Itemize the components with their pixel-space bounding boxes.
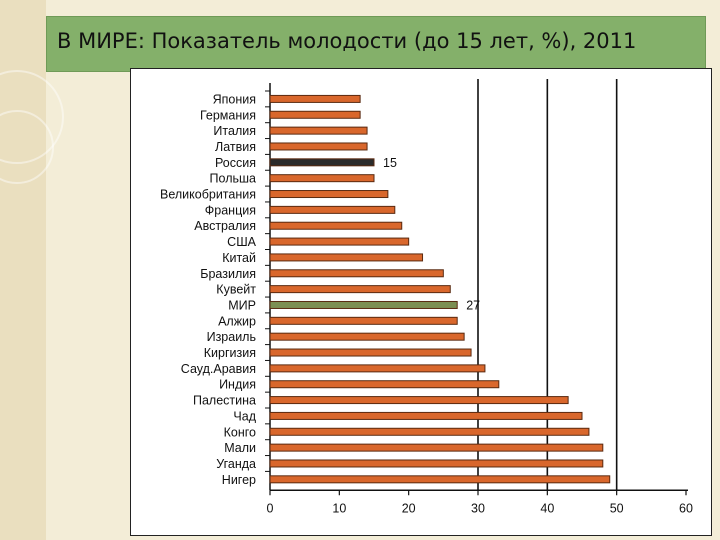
bar-10 <box>269 253 424 262</box>
category-label: Китай <box>222 251 256 265</box>
bar-18 <box>269 380 500 389</box>
bar-11 <box>269 269 444 278</box>
bar-17 <box>269 364 486 373</box>
title-banner: В МИРЕ: Показатель молодости (до 15 лет,… <box>46 16 706 72</box>
category-label: Палестина <box>193 394 256 408</box>
bar-2 <box>269 126 368 135</box>
category-label: Израиль <box>207 330 256 344</box>
bar-4 <box>269 158 375 167</box>
x-tick-label: 10 <box>332 501 346 515</box>
bar-6 <box>269 190 389 199</box>
bar-7 <box>269 205 396 214</box>
x-tick-label: 30 <box>471 501 485 515</box>
bar-13 <box>269 300 458 309</box>
x-tick-label: 50 <box>610 501 624 515</box>
x-tick-label: 40 <box>540 501 554 515</box>
category-label: Мали <box>224 441 256 455</box>
chart-panel: 0 10 20 30 40 50 60 Япония Германия Италия Латвия Р… <box>130 68 712 536</box>
category-label: Кувейт <box>216 283 256 297</box>
category-label: Япония <box>213 92 256 106</box>
bar-22 <box>269 443 604 452</box>
category-label: Австралия <box>194 219 256 233</box>
bar-chart: 0 10 20 30 40 50 60 Япония Германия Италия Латвия Р… <box>160 79 693 515</box>
bar-9 <box>269 237 410 246</box>
slide-title: В МИРЕ: Показатель молодости (до 15 лет,… <box>57 29 637 53</box>
decorative-side-panel <box>0 0 64 540</box>
bar-20 <box>269 411 583 420</box>
bar-23 <box>269 459 604 468</box>
category-label: Уганда <box>216 457 256 471</box>
category-label: Киргизия <box>204 346 256 360</box>
category-label: Сауд.Аравия <box>181 362 256 376</box>
bar-14 <box>269 316 458 325</box>
data-label: 27 <box>466 298 480 312</box>
category-label: Латвия <box>215 140 256 154</box>
bar-8 <box>269 221 403 230</box>
bar-1 <box>269 110 361 119</box>
bar-19 <box>269 396 569 405</box>
category-label: Великобритания <box>160 188 256 202</box>
category-label: Конго <box>224 425 256 439</box>
x-tick-label: 20 <box>402 501 416 515</box>
data-label: 15 <box>383 156 397 170</box>
category-label: США <box>227 235 256 249</box>
bar-0 <box>269 94 361 103</box>
x-tick-label: 0 <box>267 501 274 515</box>
bar-24 <box>269 475 611 484</box>
category-label: Франция <box>205 203 256 217</box>
category-label: Индия <box>219 378 256 392</box>
category-label: Чад <box>233 409 256 423</box>
category-label: МИР <box>228 298 256 312</box>
bar-3 <box>269 142 368 151</box>
bar-15 <box>269 332 465 341</box>
category-label: Алжир <box>218 314 256 328</box>
category-label: Бразилия <box>200 267 256 281</box>
bar-12 <box>269 285 451 294</box>
bar-5 <box>269 174 375 183</box>
category-label: Италия <box>213 124 256 138</box>
x-tick-label: 60 <box>679 501 693 515</box>
category-label: Россия <box>215 156 256 170</box>
bar-16 <box>269 348 472 357</box>
category-label: Польша <box>210 172 256 186</box>
bar-21 <box>269 427 590 436</box>
category-label: Германия <box>200 108 256 122</box>
category-label: Нигер <box>222 473 256 487</box>
